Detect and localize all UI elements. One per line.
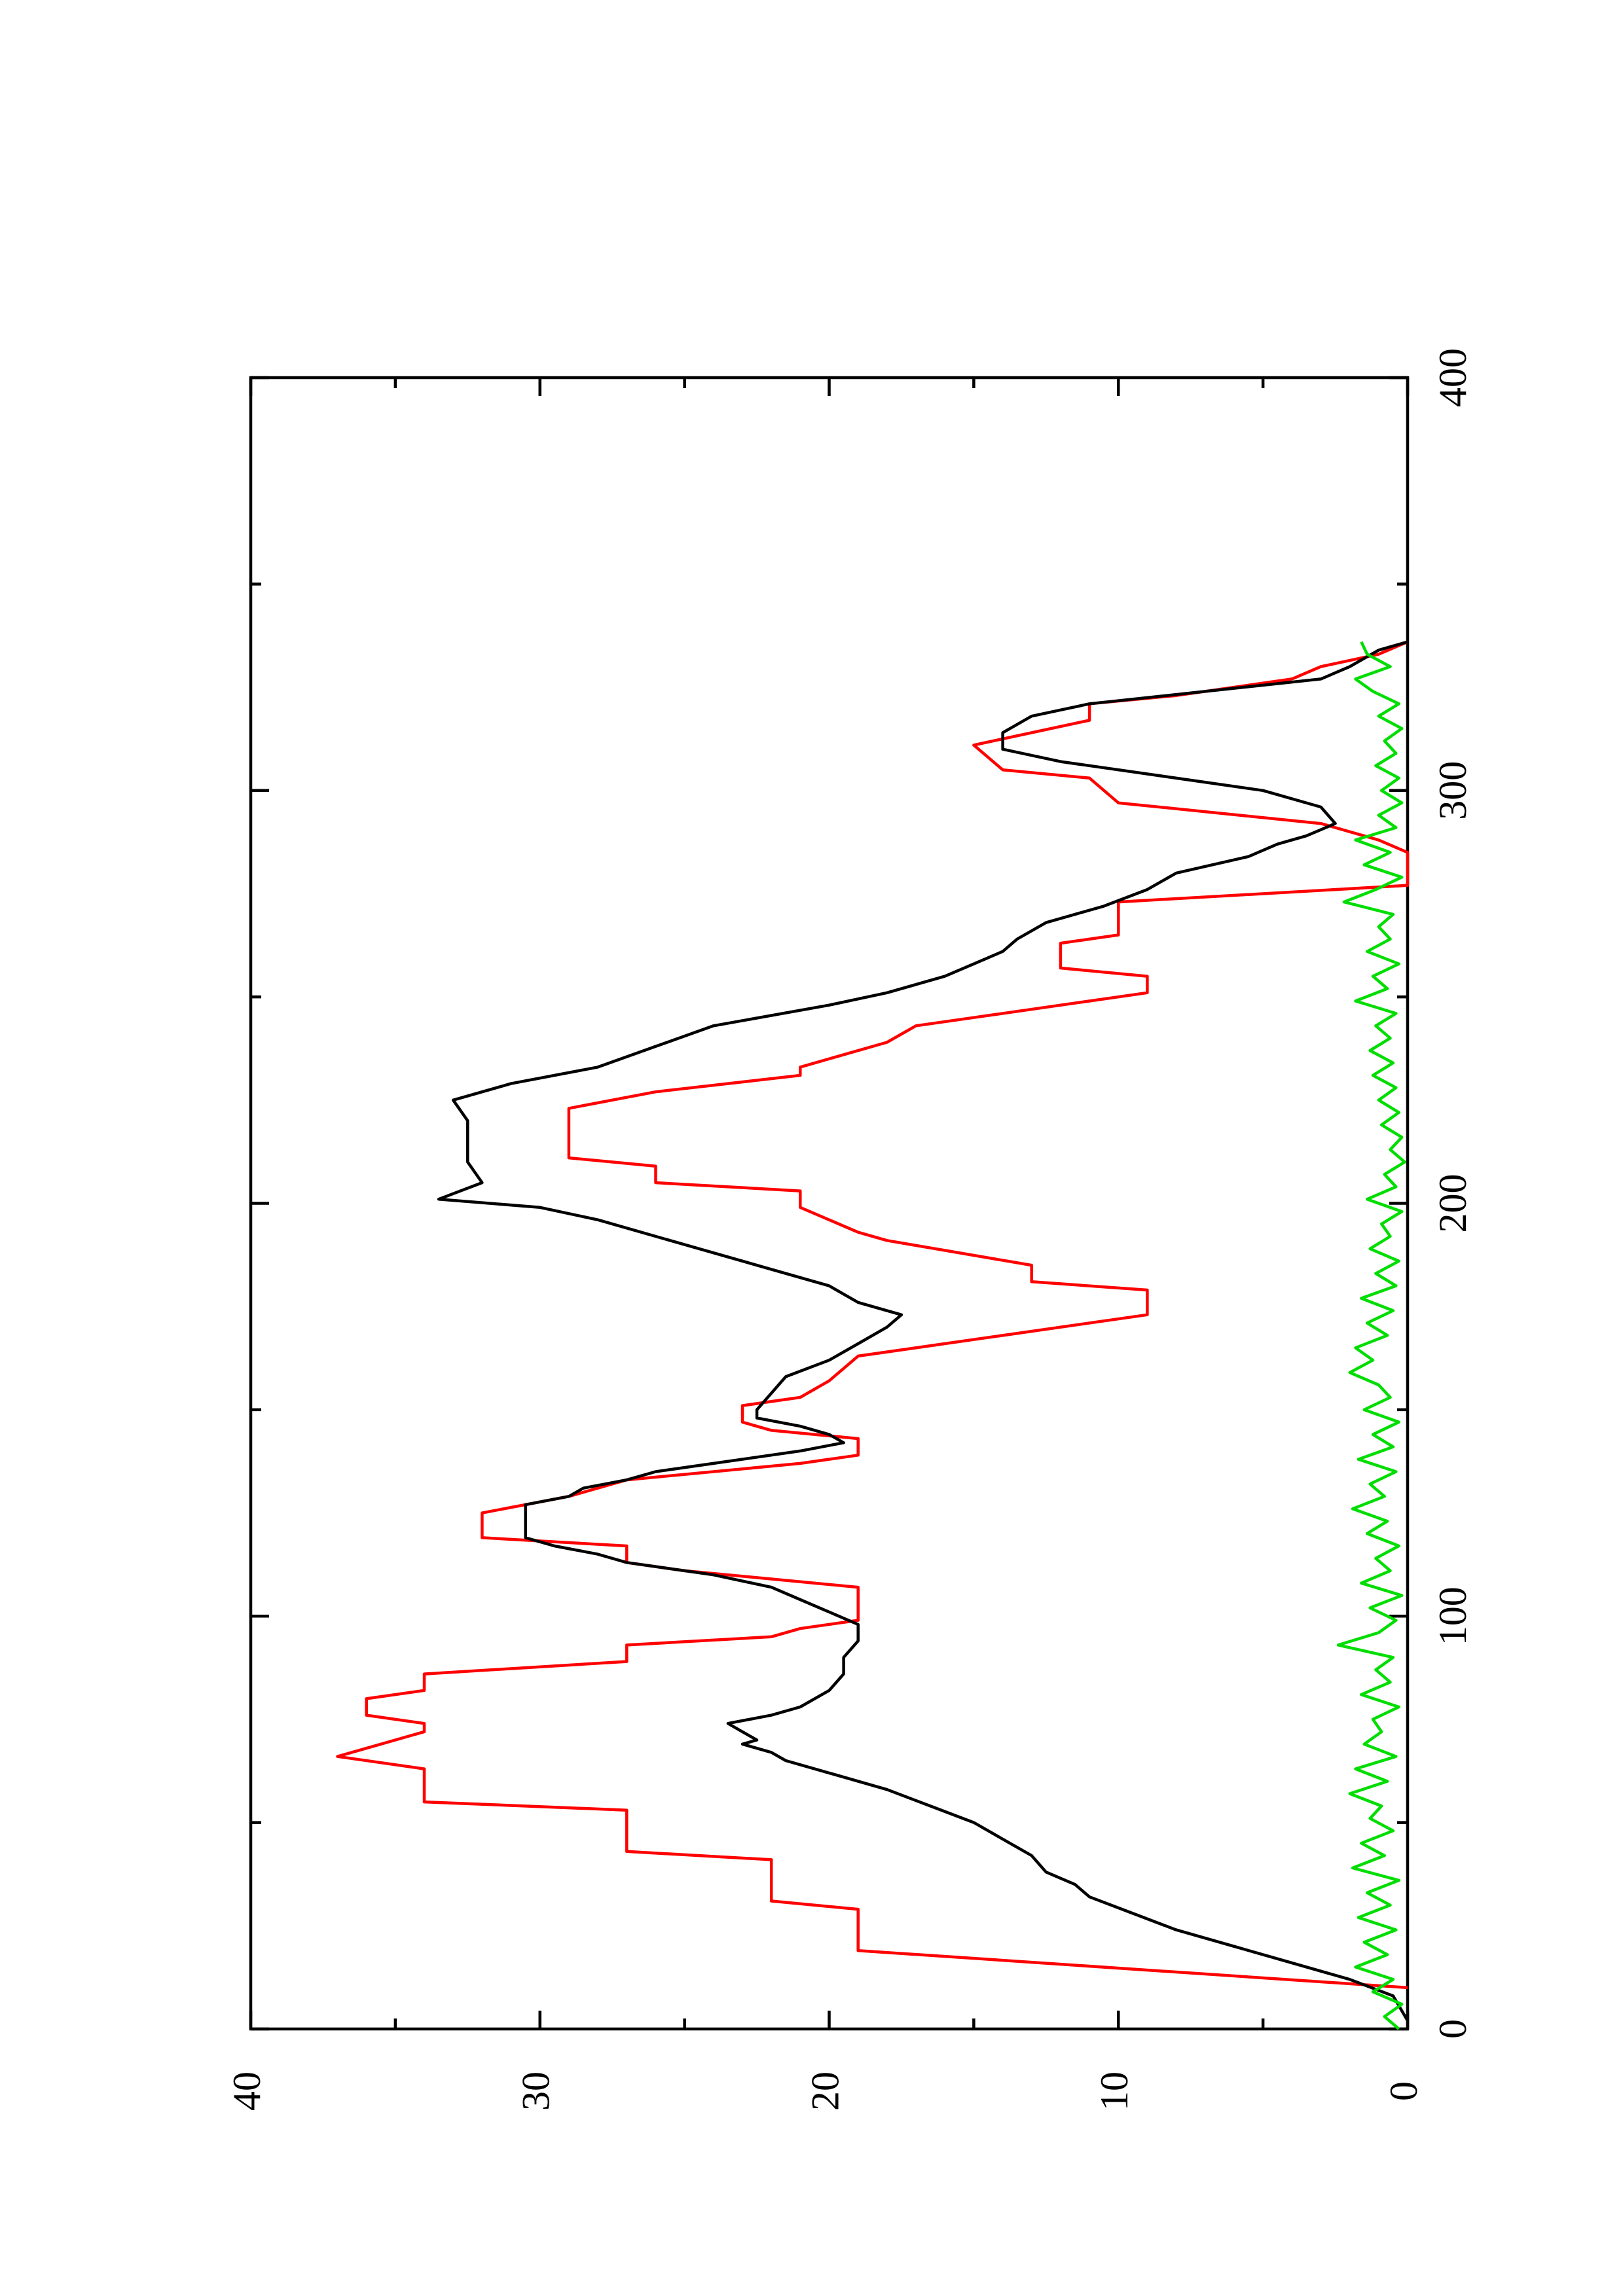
y-tick-label: 0 [1382, 2081, 1425, 2101]
y-tick-label: 40 [225, 2072, 268, 2111]
x-tick-label: 400 [1431, 348, 1474, 407]
x-tick-label: 300 [1431, 761, 1474, 820]
series-red-line [336, 640, 1410, 1990]
x-tick-label: 200 [1431, 1174, 1474, 1233]
y-tick-label: 30 [515, 2072, 558, 2111]
series-black-line [437, 640, 1409, 2022]
plot-area: 0 100 200 300 400 0 10 20 30 40 [225, 348, 1474, 2111]
x-tick-label: 0 [1431, 2019, 1474, 2039]
y-tick-label: 20 [803, 2072, 847, 2111]
series-green-line [1336, 641, 1406, 2030]
x-tick-label: 100 [1431, 1587, 1474, 1645]
y-tick-label: 10 [1093, 2072, 1136, 2111]
